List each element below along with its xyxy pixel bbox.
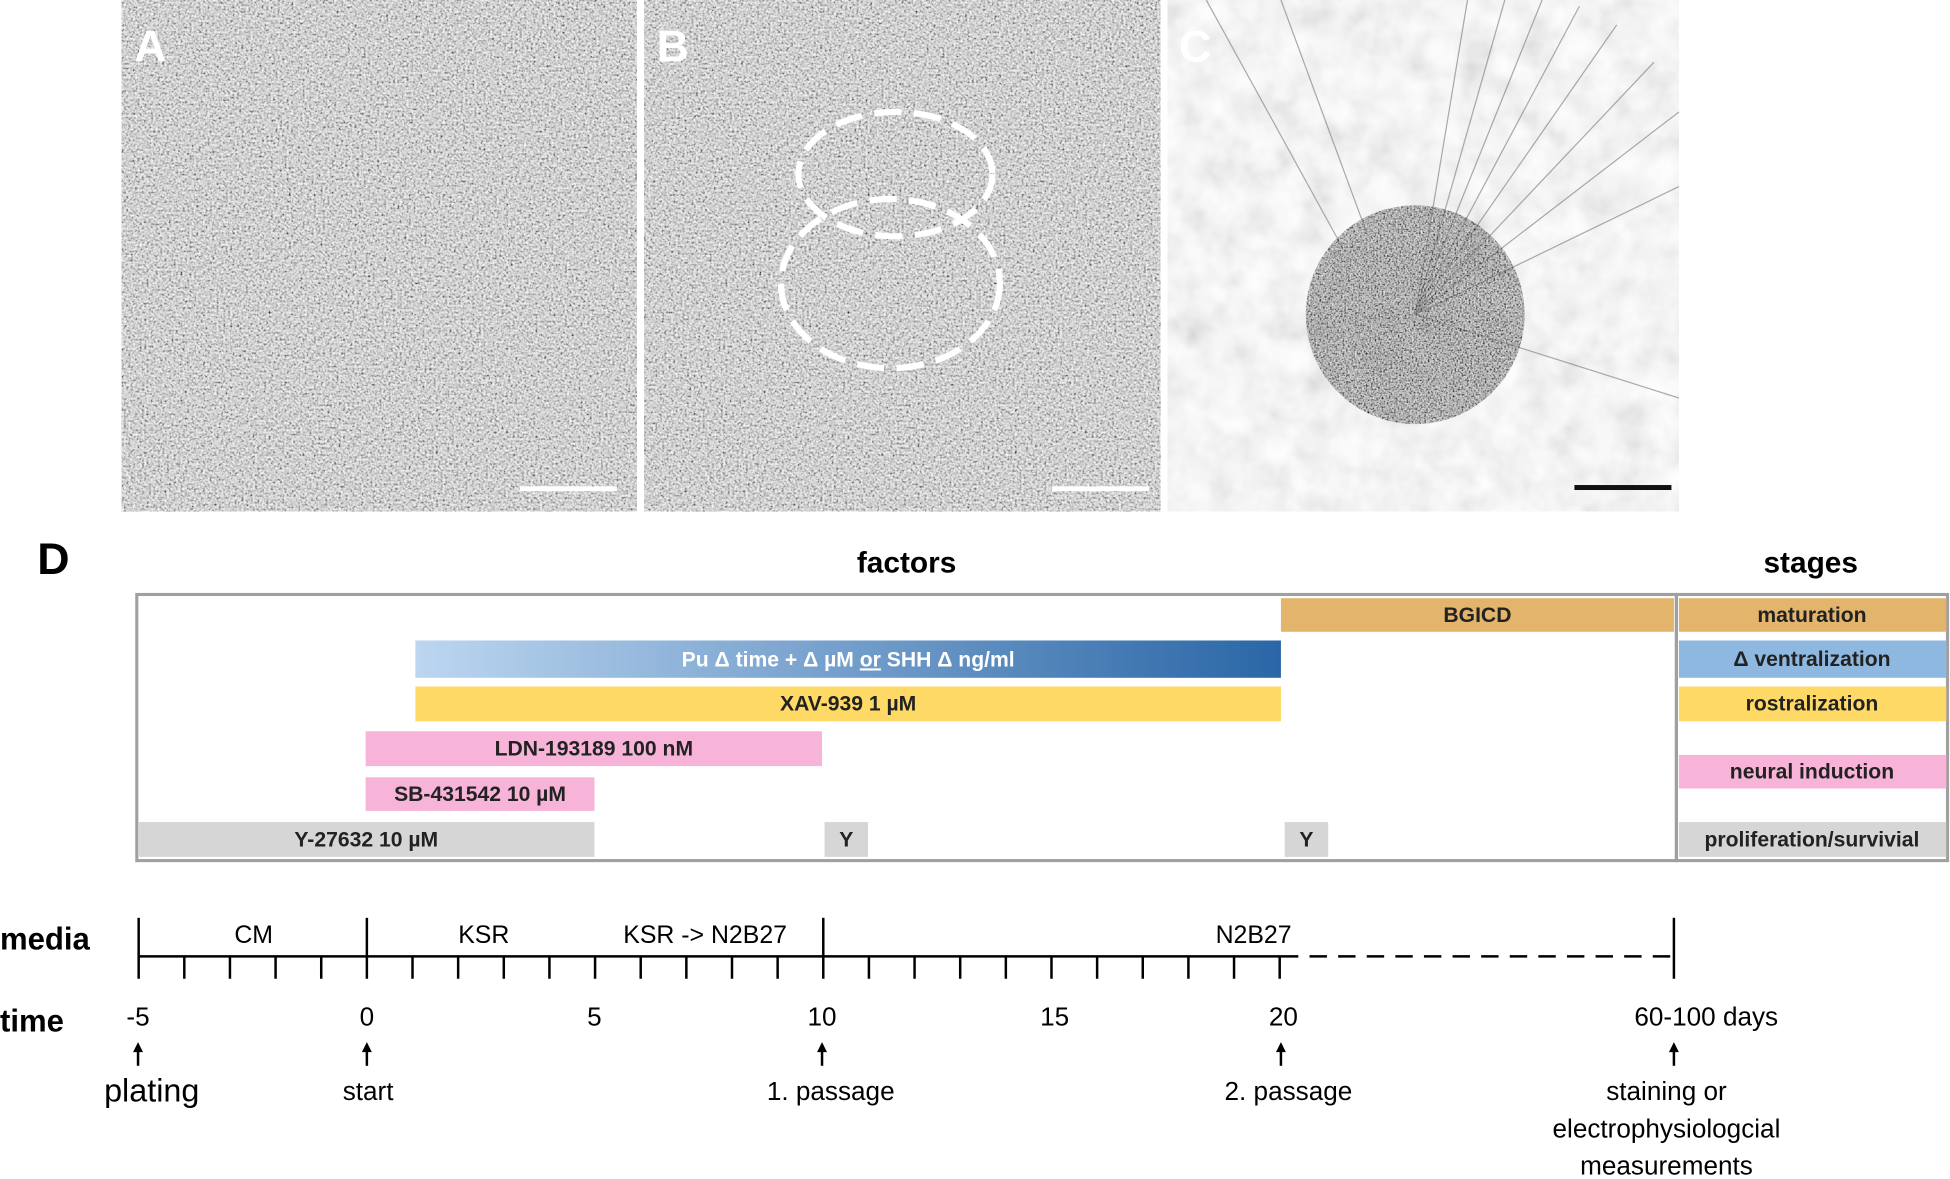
factor-label: Y [1299,828,1313,851]
factor-bar [824,822,869,857]
panel-label: B [657,22,689,72]
media-title: media [0,922,91,957]
stage-bar [1678,822,1947,857]
time-tick-label: 5 [587,1001,602,1031]
event-arrowhead [817,1042,828,1053]
factor-bar [365,777,595,811]
event-label: 1. passage [767,1076,895,1106]
factors-heading: factors [857,547,956,580]
time-tick-label: 0 [360,1001,375,1031]
factor-bar [415,640,1281,678]
factor-bar [1284,822,1329,857]
event-label: 2. passage [1225,1076,1353,1106]
stage-bar [1678,598,1947,632]
stage-bar [1678,754,1947,789]
time-tick-label: 20 [1269,1001,1298,1031]
media-label: N2B27 [1216,921,1292,949]
media-label: KSR -> N2B27 [623,921,787,949]
event-label: staining or [1606,1076,1727,1106]
panel-label: D [37,534,69,584]
stage-label: maturation [1757,604,1866,627]
factor-label-part: Pu Δ time + Δ µM [682,648,860,671]
stage-bar [1678,640,1947,678]
micrograph-a [121,0,637,512]
event-label: start [343,1076,395,1106]
event-arrowhead [133,1042,144,1053]
factor-bar [1280,598,1674,632]
media-label: CM [234,921,273,949]
factor-bar [138,822,595,857]
panel-label: A [134,22,166,72]
time-title: time [0,1004,64,1039]
factor-label: BGICD [1443,604,1511,627]
micrograph-c [1167,0,1680,512]
factor-label-part: or [860,648,881,671]
factor-label: SB-431542 10 µM [394,783,566,806]
time-tick-label: 15 [1040,1001,1069,1031]
factor-label: LDN-193189 100 nM [495,738,693,761]
factor-bar [415,686,1281,722]
factor-label: Pu Δ time + Δ µM or SHH Δ ng/ml [682,648,1015,671]
factor-label: Y-27632 10 µM [294,828,438,851]
stage-label: Δ ventralization [1733,648,1890,671]
micrograph-b [644,0,1161,512]
factor-label: XAV-939 1 µM [780,693,916,716]
stage-label: proliferation/survivial [1705,828,1920,851]
time-tick-label: 10 [808,1001,837,1031]
stages-heading: stages [1763,547,1858,580]
event-arrowhead [361,1042,372,1053]
media-label: KSR [458,921,509,949]
stage-label: rostralization [1746,693,1879,716]
panel-label: C [1179,22,1211,72]
event-arrowhead [1275,1042,1286,1053]
factor-bar [365,731,823,767]
event-label: plating [104,1073,199,1109]
factor-label: Y [839,828,853,851]
stages-box [1674,592,1950,863]
stage-bar [1678,686,1947,722]
time-tick-label: -5 [126,1001,149,1031]
factors-box [135,592,1678,863]
time-tick-label: 60-100 days [1634,1001,1778,1031]
event-label: electrophysiologcial [1553,1113,1781,1143]
stage-label: neural induction [1730,761,1894,784]
event-arrowhead [1668,1042,1679,1053]
factor-label-part: SHH Δ ng/ml [881,648,1015,671]
event-label: measurements [1580,1151,1753,1179]
